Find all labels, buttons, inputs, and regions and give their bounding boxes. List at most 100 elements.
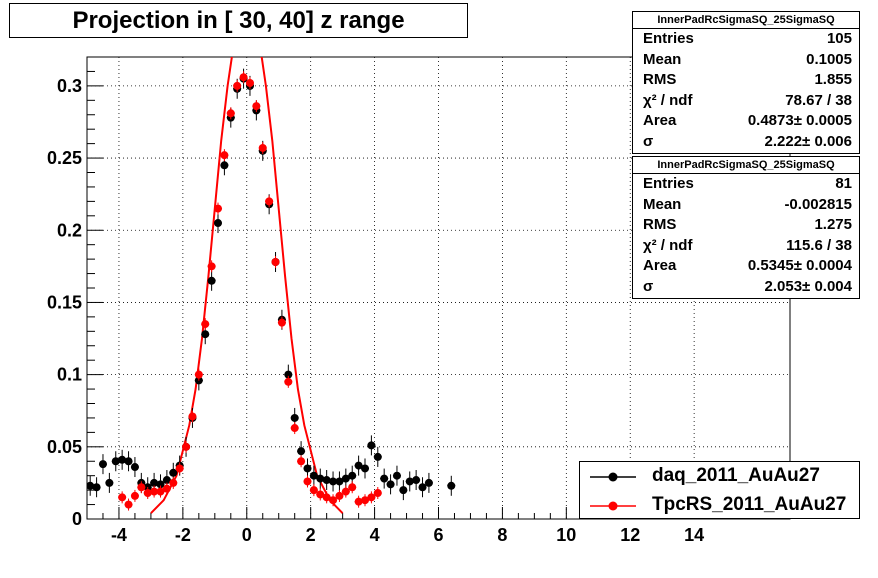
data-point xyxy=(348,483,357,492)
chart-title: Projection in [ 30, 40] z range xyxy=(9,3,468,38)
data-point xyxy=(252,102,261,111)
data-point xyxy=(297,457,306,466)
stats-value: 81 xyxy=(835,175,852,192)
data-point xyxy=(316,474,325,483)
stats-value: 0.1005 xyxy=(806,50,852,68)
data-point xyxy=(245,78,254,87)
data-point xyxy=(297,447,306,456)
data-point xyxy=(239,73,248,82)
data-point xyxy=(322,476,331,485)
data-point xyxy=(392,471,401,480)
y-tick-label: 0 xyxy=(72,509,82,529)
legend-entry-daq: daq_2011_AuAu27 xyxy=(580,463,859,491)
x-tick-label: 8 xyxy=(497,525,507,545)
data-point xyxy=(182,442,191,451)
data-point xyxy=(335,477,344,486)
data-point xyxy=(361,464,370,473)
stats-box-name: InnerPadRcSigmaSQ_25SigmaSQ xyxy=(633,157,859,174)
x-tick-label: -4 xyxy=(111,525,127,545)
stats-value: 1.275 xyxy=(814,216,852,234)
y-tick-label: 0.05 xyxy=(47,437,82,457)
data-point xyxy=(92,483,101,492)
y-tick-label: 0.1 xyxy=(57,365,82,385)
data-point xyxy=(124,457,133,466)
data-point xyxy=(188,412,197,421)
data-point xyxy=(284,370,293,379)
stats-key: σ xyxy=(643,277,654,295)
stats-key: σ xyxy=(643,132,654,150)
data-point xyxy=(207,276,216,285)
x-tick-label: 10 xyxy=(556,525,576,545)
data-point xyxy=(303,477,312,486)
data-point xyxy=(367,441,376,450)
data-point xyxy=(386,480,395,489)
data-point xyxy=(271,258,280,267)
data-point xyxy=(201,330,210,339)
stats-row: χ² / ndf 78.67 / 38 xyxy=(633,91,859,112)
stats-value: 1.855 xyxy=(814,71,852,89)
stats-key: χ² / ndf xyxy=(643,91,693,109)
stats-value: 2.222± 0.006 xyxy=(764,132,852,150)
stats-row: Area 0.4873± 0.0005 xyxy=(633,111,859,132)
data-point xyxy=(309,471,318,480)
data-point xyxy=(175,464,184,473)
data-point xyxy=(150,487,159,496)
stats-row: σ 2.053± 0.004 xyxy=(633,277,859,298)
stats-row: χ² / ndf 115.6 / 38 xyxy=(633,236,859,257)
x-tick-label: 0 xyxy=(242,525,252,545)
data-point xyxy=(418,483,427,492)
data-point xyxy=(354,461,363,470)
y-tick-label: 0.2 xyxy=(57,220,82,240)
data-point xyxy=(124,500,133,509)
stats-value: 2.053± 0.004 xyxy=(764,277,852,295)
data-point xyxy=(367,493,376,502)
data-point xyxy=(322,493,331,502)
data-point xyxy=(373,452,382,461)
stats-row: Entries 105 xyxy=(633,29,859,50)
stats-value: -0.002815 xyxy=(784,195,852,213)
stats-value: 0.5345± 0.0004 xyxy=(747,257,852,275)
stats-key: Entries xyxy=(643,30,694,47)
data-point xyxy=(335,491,344,500)
x-tick-label: 4 xyxy=(370,525,380,545)
stats-box-name: InnerPadRcSigmaSQ_25SigmaSQ xyxy=(633,12,859,29)
data-point xyxy=(214,204,223,213)
stats-row: RMS 1.855 xyxy=(633,70,859,91)
data-point xyxy=(329,477,338,486)
data-point xyxy=(341,474,350,483)
legend-marker-tpcrs xyxy=(590,501,636,511)
data-point xyxy=(424,478,433,487)
plot-data xyxy=(87,57,456,514)
data-point xyxy=(348,471,357,480)
data-point xyxy=(220,151,229,160)
data-point xyxy=(309,486,318,495)
stats-box-tpcrs: InnerPadRcSigmaSQ_25SigmaSQ Entries 81 Me… xyxy=(632,156,860,299)
data-point xyxy=(290,424,299,433)
data-point xyxy=(373,489,382,498)
data-point xyxy=(169,468,178,477)
stats-row: σ 2.222± 0.006 xyxy=(633,132,859,153)
plot-axes: -4 -2 0 2 4 6 8 10 12 14 0 0.05 0.1 0.15 0.2 0.25 0.3 xyxy=(47,56,791,545)
data-point xyxy=(361,496,370,505)
legend-entry-tpcrs: TpcRS_2011_AuAu27 xyxy=(580,492,859,520)
data-point xyxy=(98,460,107,469)
legend: daq_2011_AuAu27 TpcRS_2011_AuAu27 xyxy=(579,461,860,519)
data-point xyxy=(207,262,216,271)
stats-row: RMS 1.275 xyxy=(633,215,859,236)
data-point xyxy=(354,497,363,506)
stats-key: RMS xyxy=(643,71,677,89)
data-point xyxy=(201,320,210,329)
y-tick-label: 0.25 xyxy=(47,148,82,168)
data-point xyxy=(214,219,223,228)
data-point xyxy=(162,484,171,493)
y-tick-label: 0.3 xyxy=(57,76,82,96)
stats-key: Area xyxy=(643,112,677,130)
data-point xyxy=(156,480,165,489)
data-point xyxy=(277,318,286,327)
data-point xyxy=(290,413,299,422)
stats-key: χ² / ndf xyxy=(643,236,693,254)
data-point xyxy=(226,109,235,118)
data-point xyxy=(87,481,95,490)
stats-row: Mean 0.1005 xyxy=(633,50,859,71)
